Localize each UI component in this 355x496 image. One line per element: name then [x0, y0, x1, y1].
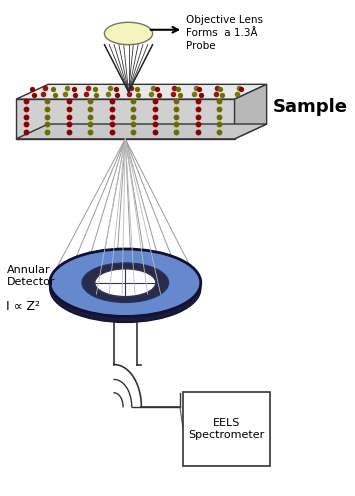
Polygon shape: [16, 124, 267, 139]
FancyBboxPatch shape: [183, 392, 270, 466]
Polygon shape: [16, 84, 267, 99]
Ellipse shape: [50, 249, 201, 316]
Text: Objective Lens
Forms  a 1.3Å
Probe: Objective Lens Forms a 1.3Å Probe: [186, 15, 263, 51]
Ellipse shape: [95, 269, 156, 297]
Ellipse shape: [82, 263, 169, 303]
Ellipse shape: [50, 255, 201, 322]
Text: EELS
Spectrometer: EELS Spectrometer: [189, 418, 264, 440]
Polygon shape: [235, 84, 267, 139]
Polygon shape: [16, 99, 235, 139]
Text: Sample: Sample: [273, 98, 348, 116]
Ellipse shape: [104, 22, 153, 45]
Text: Annular
Detector: Annular Detector: [6, 265, 55, 287]
Text: I ∝ Z²: I ∝ Z²: [6, 300, 40, 313]
